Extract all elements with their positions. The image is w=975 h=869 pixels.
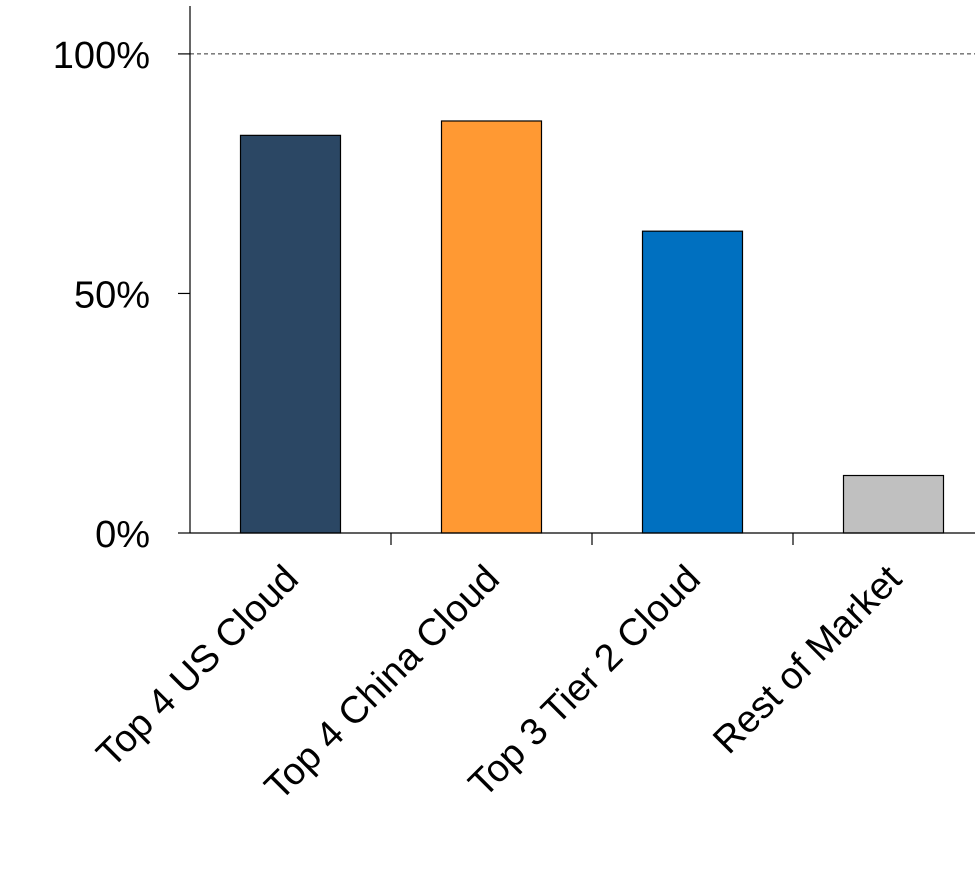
bar-1 [440, 120, 543, 534]
y-tick-labels: 0% 50% 100% [53, 35, 150, 556]
x-category-label-3: Rest of Market [705, 557, 910, 762]
bar-0 [239, 134, 342, 534]
y-tick-label-2: 100% [53, 35, 150, 77]
axis-layer [178, 6, 975, 545]
x-category-label-0: Top 4 US Cloud [89, 558, 307, 776]
bar-3 [842, 474, 945, 534]
bar-2 [641, 230, 744, 534]
y-tick-label-1: 50% [74, 274, 150, 316]
bars-layer [239, 120, 945, 534]
y-tick-label-0: 0% [95, 514, 150, 556]
